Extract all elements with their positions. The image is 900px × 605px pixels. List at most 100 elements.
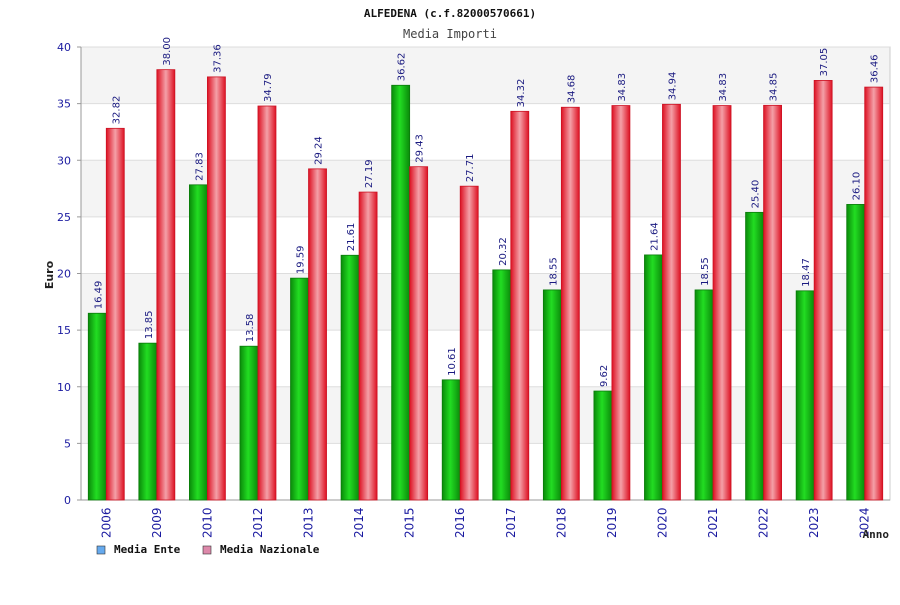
data-label: 37.36 [212, 44, 223, 73]
bar-media-nazionale-2021 [712, 105, 732, 501]
x-axis-ticks: 2006 2009 2010 2012 2013 2014 2015 2016 2017 2018… [99, 507, 871, 538]
bar-media-ente-2023 [795, 290, 815, 501]
y-tick-label: 5 [64, 437, 71, 450]
bar-media-nazionale-2016 [459, 185, 479, 501]
bar-media-ente-2020 [644, 254, 663, 501]
data-label: 18.55 [548, 257, 559, 286]
x-tick-label: 2023 [807, 507, 821, 538]
bar-media-nazionale-2023 [813, 80, 833, 501]
y-tick-label: 15 [57, 324, 71, 337]
chart-subtitle: Media Importi [403, 27, 497, 41]
legend-label-media-ente: Media Ente [114, 543, 181, 556]
data-label: 16.49 [93, 281, 104, 310]
data-label: 36.62 [397, 53, 408, 82]
data-label: 13.85 [144, 311, 155, 340]
chart-title: ALFEDENA (c.f.82000570661) [364, 7, 536, 20]
data-label: 19.59 [296, 246, 307, 275]
data-label: 29.24 [314, 136, 325, 165]
x-tick-label: 2015 [403, 507, 417, 538]
data-label: 27.71 [465, 154, 476, 183]
y-tick-label: 25 [57, 211, 71, 224]
data-label: 38.00 [162, 37, 173, 66]
legend: Media Ente Media Nazionale [96, 543, 320, 556]
data-label: 34.32 [516, 79, 527, 108]
data-label: 27.83 [194, 152, 205, 181]
data-label: 32.82 [111, 96, 122, 125]
x-tick-label: 2024 [858, 507, 872, 538]
data-label: 18.55 [700, 257, 711, 286]
x-tick-label: 2021 [706, 507, 720, 538]
bar-media-nazionale-2014 [358, 191, 378, 501]
bar-media-ente-2017 [492, 269, 512, 501]
x-tick-label: 2014 [352, 507, 366, 538]
x-tick-label: 2010 [200, 507, 214, 538]
x-tick-label: 2009 [150, 507, 164, 538]
bar-series [87, 69, 884, 501]
data-label: 34.94 [667, 72, 678, 101]
data-label: 26.10 [852, 172, 863, 201]
x-tick-label: 2020 [655, 507, 669, 538]
y-axis-ticks: 0 5 10 15 20 25 30 35 40 [57, 41, 81, 507]
data-labels: 16.49 32.82 13.85 38.00 27.83 37.36 13.58 34.79… [93, 37, 880, 387]
data-label: 34.85 [769, 73, 780, 102]
bar-media-nazionale-2013 [308, 168, 327, 501]
x-tick-label: 2013 [302, 507, 316, 538]
bar-media-ente-2024 [846, 204, 866, 501]
data-label: 9.62 [599, 365, 610, 387]
x-tick-label: 2017 [504, 507, 518, 538]
data-label: 25.40 [751, 180, 762, 209]
bar-media-ente-2019 [593, 390, 613, 501]
bar-media-nazionale-2012 [257, 105, 277, 501]
data-label: 34.83 [718, 73, 729, 102]
bar-media-ente-2009 [138, 342, 158, 501]
x-tick-label: 2006 [99, 507, 113, 538]
data-label: 13.58 [245, 314, 256, 343]
bar-media-ente-2010 [189, 184, 208, 501]
data-label: 18.47 [801, 258, 812, 287]
x-axis-label: Anno [863, 528, 890, 541]
x-tick-label: 2016 [453, 507, 467, 538]
legend-swatch-media-ente [96, 545, 106, 555]
bar-media-nazionale-2009 [156, 69, 176, 501]
bar-media-ente-2016 [441, 379, 461, 501]
bar-media-ente-2018 [542, 289, 562, 501]
data-label: 10.61 [447, 347, 458, 376]
data-label: 20.32 [498, 237, 509, 266]
y-tick-label: 20 [57, 268, 71, 281]
y-tick-label: 40 [57, 41, 71, 54]
data-label: 34.83 [617, 73, 628, 102]
y-axis-label: Euro [43, 260, 56, 289]
bar-media-nazionale-2017 [510, 110, 530, 501]
data-label: 21.61 [346, 223, 357, 252]
x-tick-label: 2018 [554, 507, 568, 538]
y-tick-label: 10 [57, 381, 71, 394]
bar-media-ente-2012 [239, 345, 259, 501]
y-tick-label: 0 [64, 494, 71, 507]
data-label: 36.46 [870, 54, 881, 83]
bar-media-nazionale-2018 [560, 106, 580, 501]
x-tick-label: 2019 [605, 507, 619, 538]
bar-media-nazionale-2024 [864, 86, 884, 501]
bar-media-ente-2015 [391, 84, 411, 501]
data-label: 37.05 [819, 48, 830, 77]
y-tick-label: 35 [57, 98, 71, 111]
data-label: 34.79 [263, 73, 274, 102]
legend-label-media-nazionale: Media Nazionale [220, 543, 320, 556]
data-label: 27.19 [364, 159, 375, 188]
bar-media-nazionale-2006 [105, 127, 125, 501]
data-label: 29.43 [415, 134, 426, 163]
data-label: 21.64 [649, 222, 660, 251]
bar-media-nazionale-2022 [763, 104, 782, 501]
bar-media-ente-2021 [694, 289, 714, 501]
x-tick-label: 2012 [251, 507, 265, 538]
data-label: 34.68 [566, 75, 577, 104]
x-tick-label: 2022 [757, 507, 771, 538]
bar-media-nazionale-2010 [207, 76, 226, 501]
bar-media-ente-2022 [745, 211, 764, 501]
bar-media-nazionale-2015 [409, 166, 429, 501]
y-tick-label: 30 [57, 154, 71, 167]
legend-swatch-media-nazionale [202, 545, 212, 555]
bar-media-ente-2014 [340, 254, 360, 501]
